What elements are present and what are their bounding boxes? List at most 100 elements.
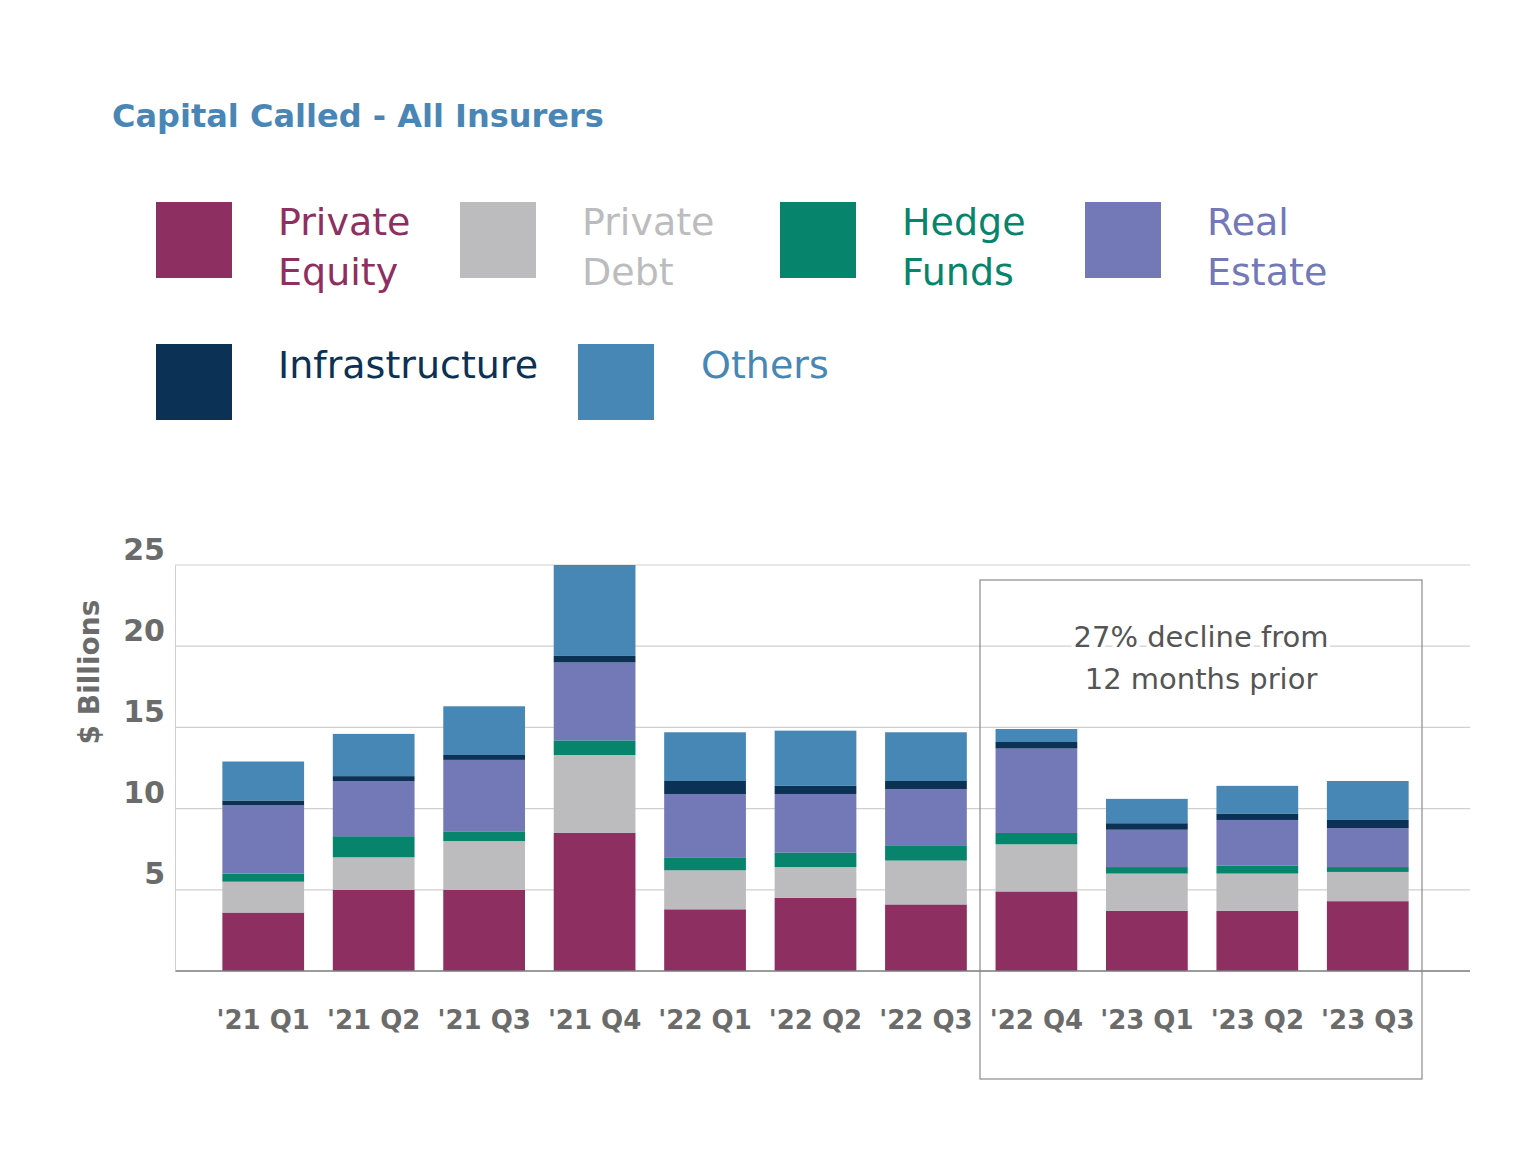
y-tick-label: 20	[123, 613, 165, 648]
x-axis: '21 Q1 '21 Q2 '21 Q3 '21 Q4 '22 Q1 '22 Q2 '22 …	[217, 1005, 1415, 1035]
bar-segment	[1327, 828, 1409, 867]
legend-label: Infrastructure	[278, 343, 538, 387]
bar-segment	[1327, 781, 1409, 820]
bar-segment	[1106, 830, 1188, 867]
y-axis: 5 10 15 20 25	[123, 532, 175, 972]
x-tick: '21 Q3	[437, 1005, 530, 1035]
bar-segment	[664, 870, 746, 909]
x-tick-label: '21 Q4	[548, 1005, 641, 1035]
bar-segment	[885, 732, 967, 781]
x-tick-label: '21 Q3	[437, 1005, 530, 1035]
bar-segment	[222, 805, 304, 873]
bar-segment	[775, 786, 857, 794]
baseline	[175, 970, 1470, 972]
bar-segment	[1106, 911, 1188, 971]
y-tick-label: 15	[123, 694, 165, 729]
y-tick: 25	[123, 532, 175, 567]
bar-segment	[996, 742, 1078, 748]
legend-item: PrivateDebt	[460, 200, 714, 294]
bar-series	[222, 565, 1408, 823]
annotation: 27% decline from	[1074, 620, 1329, 654]
bar-segment	[443, 706, 525, 755]
bar-segment	[554, 833, 636, 971]
bar-segment	[222, 762, 304, 801]
bar-segment	[996, 729, 1078, 742]
bar-segment	[1327, 872, 1409, 901]
y-tick-label: 5	[144, 856, 165, 891]
bar-segment	[664, 857, 746, 870]
bar-segment	[333, 836, 415, 857]
annotation-box	[980, 580, 1422, 1079]
bar-segment	[222, 800, 304, 805]
x-tick: '22 Q3	[879, 1005, 972, 1035]
bar-series	[222, 662, 1408, 873]
bar-segment	[996, 749, 1078, 833]
bar-segment	[1216, 820, 1298, 865]
x-tick: '22 Q4	[990, 1005, 1083, 1035]
x-tick-label: '22 Q1	[658, 1005, 751, 1035]
bar-segment	[1327, 820, 1409, 828]
bar-segment	[664, 781, 746, 794]
x-tick: '23 Q3	[1321, 1005, 1414, 1035]
x-tick-label: '21 Q1	[217, 1005, 310, 1035]
legend-swatch	[460, 202, 536, 278]
bar-segment	[222, 882, 304, 913]
legend-item: HedgeFunds	[780, 200, 1026, 294]
bar-segment	[1216, 865, 1298, 873]
y-axis-line	[175, 566, 176, 972]
y-axis-title: $ Billions	[73, 600, 106, 745]
bar-segment	[775, 731, 857, 786]
bar-segment	[443, 831, 525, 841]
bar-segment	[554, 740, 636, 755]
legend-item: Infrastructure	[156, 343, 538, 420]
bar-segment	[885, 789, 967, 846]
y-tick: 5	[144, 856, 175, 891]
bar-segment	[333, 890, 415, 971]
bar-segment	[1216, 813, 1298, 819]
bar-segment	[1327, 901, 1409, 971]
grid-line	[175, 564, 1470, 565]
bar-segment	[664, 732, 746, 781]
y-tick-label: 10	[123, 775, 165, 810]
legend-label: PrivateEquity	[278, 200, 410, 294]
bar-segment	[443, 760, 525, 831]
x-tick-label: '23 Q3	[1321, 1005, 1414, 1035]
bar-segment	[1106, 874, 1188, 911]
y-tick-label: 25	[123, 532, 165, 567]
bar-segment	[443, 755, 525, 760]
bar-segment	[1106, 799, 1188, 823]
bar-segment	[443, 841, 525, 890]
bar-segment	[222, 874, 304, 882]
grid	[175, 565, 1470, 890]
x-tick: '21 Q1	[217, 1005, 310, 1035]
x-tick-label: '23 Q2	[1211, 1005, 1304, 1035]
bar-segment	[664, 909, 746, 971]
bar-segment	[1216, 874, 1298, 911]
legend-swatch	[156, 202, 232, 278]
legend-swatch	[1085, 202, 1161, 278]
chart: Capital Called - All Insurers PrivateEqui…	[0, 0, 1528, 1149]
bar-segment	[775, 898, 857, 971]
legend-label: Others	[701, 343, 829, 387]
bar-segment	[1106, 867, 1188, 873]
title: Capital Called - All Insurers	[112, 97, 604, 135]
annotation: 12 months prior	[1085, 662, 1318, 696]
x-tick: '23 Q2	[1211, 1005, 1304, 1035]
bar-segment	[885, 861, 967, 905]
legend-swatch	[578, 344, 654, 420]
x-tick: '21 Q4	[548, 1005, 641, 1035]
x-tick-label: '21 Q2	[327, 1005, 420, 1035]
grid-line	[175, 727, 1470, 728]
bar-segment	[885, 904, 967, 971]
bar-segment	[554, 662, 636, 740]
bar-segment	[885, 781, 967, 789]
bar-segment	[996, 833, 1078, 844]
x-tick-label: '22 Q2	[769, 1005, 862, 1035]
legend-item: RealEstate	[1085, 200, 1327, 294]
bar-segment	[222, 913, 304, 971]
x-tick-label: '22 Q4	[990, 1005, 1083, 1035]
x-tick-label: '22 Q3	[879, 1005, 972, 1035]
y-tick: 10	[123, 775, 175, 810]
legend-label: PrivateDebt	[582, 200, 714, 294]
bar-segment	[333, 781, 415, 836]
